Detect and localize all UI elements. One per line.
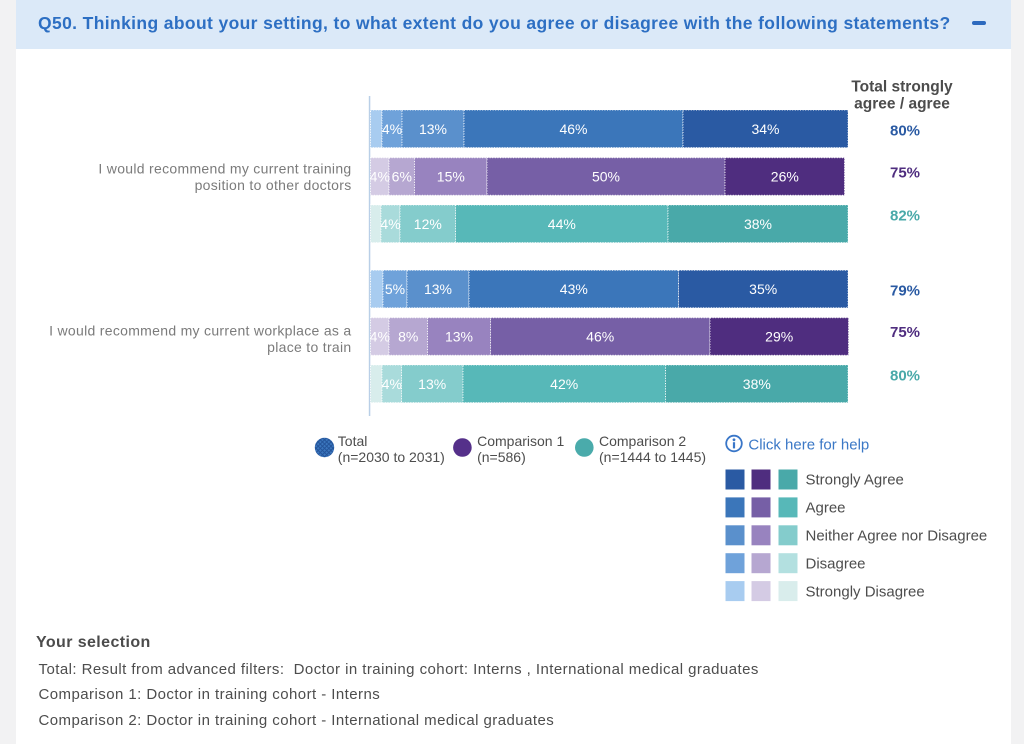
svg-text:Comparison 2: Comparison 2 — [599, 433, 686, 449]
svg-text:(n=2030 to 2031): (n=2030 to 2031) — [338, 449, 445, 465]
svg-text:46%: 46% — [586, 329, 614, 345]
svg-text:4%: 4% — [380, 216, 400, 232]
svg-text:75%: 75% — [890, 165, 920, 182]
svg-text:Disagree: Disagree — [806, 555, 866, 572]
svg-text:Strongly Disagree: Strongly Disagree — [806, 583, 925, 600]
svg-text:Click here for help: Click here for help — [748, 437, 869, 454]
svg-text:26%: 26% — [771, 169, 799, 185]
svg-text:75%: 75% — [890, 324, 920, 341]
svg-text:4%: 4% — [370, 169, 390, 185]
svg-text:13%: 13% — [418, 376, 446, 392]
svg-text:6%: 6% — [392, 169, 412, 185]
svg-text:Neither Agree nor Disagree: Neither Agree nor Disagree — [806, 528, 988, 545]
svg-text:12%: 12% — [414, 216, 442, 232]
svg-text:agree / agree: agree / agree — [854, 96, 950, 113]
svg-text:I would recommend my current t: I would recommend my current training — [98, 161, 351, 177]
svg-text:79%: 79% — [890, 283, 920, 300]
svg-text:50%: 50% — [592, 169, 620, 185]
svg-text:place to train: place to train — [267, 339, 351, 355]
svg-text:I would recommend my current w: I would recommend my current workplace a… — [49, 322, 351, 338]
svg-text:4%: 4% — [370, 329, 390, 345]
svg-text:38%: 38% — [743, 376, 771, 392]
svg-text:44%: 44% — [548, 216, 576, 232]
svg-text:Agree: Agree — [806, 500, 846, 517]
svg-text:Comparison 1: Comparison 1 — [477, 433, 564, 449]
svg-text:43%: 43% — [560, 281, 588, 297]
svg-text:13%: 13% — [424, 281, 452, 297]
svg-text:(n=586): (n=586) — [477, 449, 526, 465]
svg-text:4%: 4% — [382, 376, 402, 392]
svg-text:42%: 42% — [550, 376, 578, 392]
svg-text:80%: 80% — [890, 368, 920, 385]
svg-text:5%: 5% — [385, 281, 405, 297]
svg-text:Total strongly: Total strongly — [851, 79, 953, 96]
svg-text:position to other doctors: position to other doctors — [195, 177, 352, 193]
svg-text:82%: 82% — [890, 208, 920, 225]
svg-text:46%: 46% — [559, 121, 587, 137]
svg-text:13%: 13% — [445, 329, 473, 345]
svg-text:15%: 15% — [437, 169, 465, 185]
svg-text:29%: 29% — [765, 329, 793, 345]
svg-text:35%: 35% — [749, 281, 777, 297]
svg-text:38%: 38% — [744, 216, 772, 232]
svg-text:Strongly Agree: Strongly Agree — [806, 472, 904, 489]
svg-text:80%: 80% — [890, 123, 920, 140]
svg-text:(n=1444 to 1445): (n=1444 to 1445) — [599, 449, 706, 465]
svg-text:34%: 34% — [751, 121, 779, 137]
svg-text:13%: 13% — [419, 121, 447, 137]
svg-text:4%: 4% — [382, 121, 402, 137]
svg-text:8%: 8% — [398, 329, 418, 345]
svg-text:Total: Total — [338, 433, 368, 449]
